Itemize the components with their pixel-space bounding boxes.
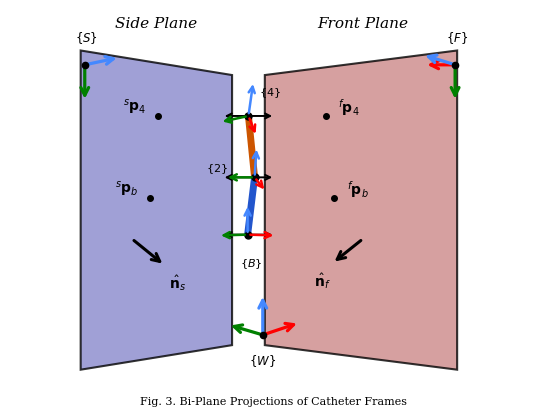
Text: $\{2\}$: $\{2\}$ <box>206 162 228 176</box>
Text: Front Plane: Front Plane <box>318 17 408 31</box>
Text: ${}^{f}\mathbf{p}_4$: ${}^{f}\mathbf{p}_4$ <box>339 97 360 118</box>
Text: ${}^{s}\mathbf{p}_4$: ${}^{s}\mathbf{p}_4$ <box>123 98 146 117</box>
Text: $\{S\}$: $\{S\}$ <box>75 30 98 47</box>
Text: Side Plane: Side Plane <box>115 17 198 31</box>
Text: $\{F\}$: $\{F\}$ <box>446 30 468 47</box>
Text: $\{W\}$: $\{W\}$ <box>249 353 276 369</box>
Text: ${}^{f}\mathbf{p}_b$: ${}^{f}\mathbf{p}_b$ <box>347 179 369 200</box>
Text: $\hat{\mathbf{n}}_f$: $\hat{\mathbf{n}}_f$ <box>313 272 330 291</box>
Text: Fig. 3. Bi-Plane Projections of Catheter Frames: Fig. 3. Bi-Plane Projections of Catheter… <box>139 396 407 407</box>
Text: $\{B\}$: $\{B\}$ <box>240 257 263 271</box>
Text: $\hat{\mathbf{n}}_s$: $\hat{\mathbf{n}}_s$ <box>169 274 186 293</box>
Polygon shape <box>81 51 232 370</box>
Polygon shape <box>265 51 457 370</box>
Text: ${}^{s}\mathbf{p}_b$: ${}^{s}\mathbf{p}_b$ <box>115 180 138 199</box>
Text: $\{4\}$: $\{4\}$ <box>259 87 281 101</box>
